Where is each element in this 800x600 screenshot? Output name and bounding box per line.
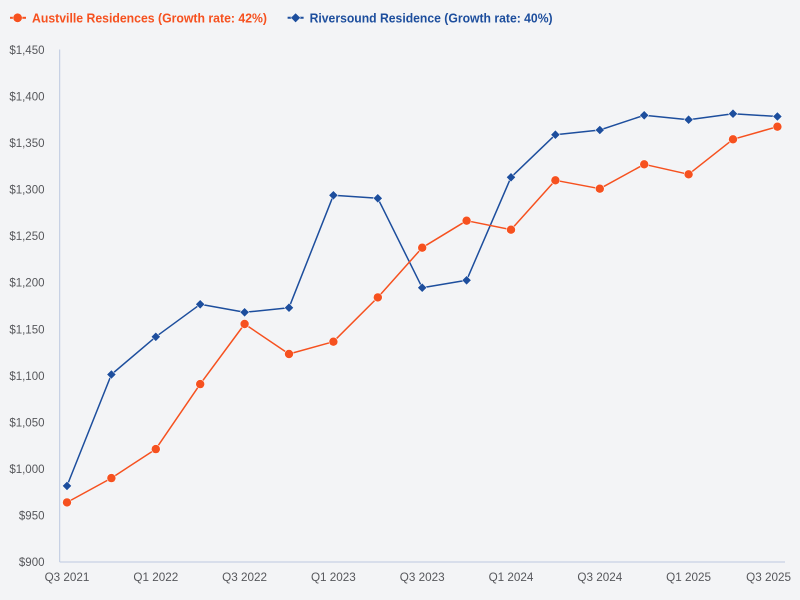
svg-text:$1,150: $1,150 xyxy=(9,324,44,336)
svg-text:$1,000: $1,000 xyxy=(9,464,44,476)
svg-text:Riversound Residence (Growth r: Riversound Residence (Growth rate: 40%) xyxy=(310,11,553,26)
svg-text:$1,100: $1,100 xyxy=(9,371,44,383)
svg-text:Q1 2024: Q1 2024 xyxy=(489,571,534,584)
svg-text:$1,350: $1,350 xyxy=(9,138,44,150)
svg-text:$1,250: $1,250 xyxy=(9,231,44,243)
svg-text:$1,400: $1,400 xyxy=(9,92,44,104)
svg-text:Austville Residences (Growth r: Austville Residences (Growth rate: 42%) xyxy=(32,11,267,26)
svg-text:$1,300: $1,300 xyxy=(9,185,44,197)
svg-text:$1,050: $1,050 xyxy=(9,417,44,429)
svg-text:Q1 2025: Q1 2025 xyxy=(666,571,711,584)
svg-text:Q3 2021: Q3 2021 xyxy=(45,571,90,584)
svg-text:Q1 2023: Q1 2023 xyxy=(311,571,356,584)
svg-text:Q3 2024: Q3 2024 xyxy=(577,571,622,584)
svg-text:Q1 2022: Q1 2022 xyxy=(133,571,178,584)
svg-text:$1,450: $1,450 xyxy=(9,45,44,57)
svg-text:Q3 2023: Q3 2023 xyxy=(400,571,445,584)
svg-text:$1,200: $1,200 xyxy=(9,278,44,290)
svg-text:$950: $950 xyxy=(19,511,45,523)
svg-text:$900: $900 xyxy=(19,557,45,569)
svg-text:Q3 2025: Q3 2025 xyxy=(746,571,791,584)
svg-text:Q3 2022: Q3 2022 xyxy=(222,571,267,584)
